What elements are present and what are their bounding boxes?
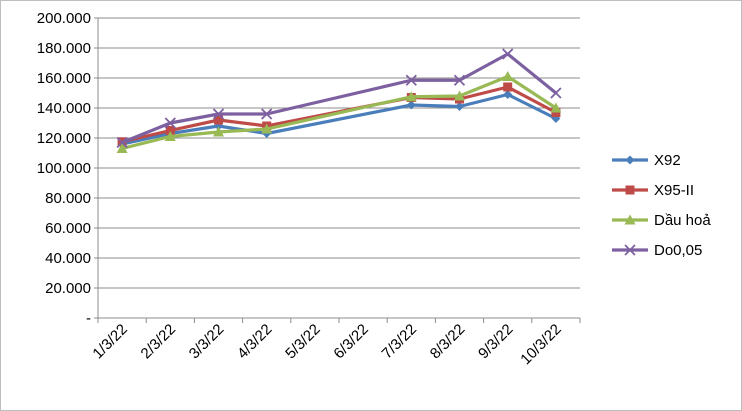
y-tick-label: 200.000 <box>37 10 91 27</box>
data-point <box>213 126 224 137</box>
data-point <box>405 74 417 86</box>
data-point <box>453 74 466 86</box>
data-point <box>503 90 513 99</box>
y-tick-label: 160.000 <box>37 70 91 87</box>
x-tick-label: 2/3/22 <box>138 321 180 363</box>
legend-label-3: Do0,05 <box>654 242 702 259</box>
data-point <box>502 71 514 81</box>
x-tick-label: 10/3/22 <box>517 321 564 368</box>
data-point <box>454 90 465 101</box>
y-tick-label: 40.000 <box>45 250 91 267</box>
data-point <box>116 136 128 149</box>
series-line-2 <box>121 74 557 151</box>
x-tick-label: 6/3/22 <box>330 321 372 363</box>
x-tick-label: 7/3/22 <box>379 321 421 363</box>
series-line-3 <box>121 52 557 144</box>
legend-label-0: X92 <box>654 152 681 169</box>
data-point <box>502 48 514 60</box>
series-line-0 <box>121 92 557 146</box>
data-point <box>261 108 273 120</box>
legend-label-1: X95-II <box>654 182 694 199</box>
data-point <box>405 91 417 102</box>
data-point <box>116 143 128 153</box>
x-tick-label: 5/3/22 <box>282 321 324 363</box>
data-point <box>455 102 464 111</box>
y-tick-label: - <box>86 310 91 327</box>
x-tick-label: 4/3/22 <box>234 321 276 363</box>
data-point <box>164 131 176 141</box>
legend-label-2: Dầu hoả <box>654 212 711 229</box>
data-point <box>212 108 225 120</box>
x-tick-label: 8/3/22 <box>427 321 469 363</box>
data-point <box>550 102 562 113</box>
y-tick-label: 80.000 <box>45 190 91 207</box>
data-point <box>164 117 176 129</box>
x-tick-label: 9/3/22 <box>475 321 517 363</box>
x-tick-label: 3/3/22 <box>186 321 228 363</box>
legend-marker-2 <box>624 214 636 225</box>
legend-marker-1 <box>625 185 635 195</box>
data-point <box>406 100 416 110</box>
y-tick-label: 60.000 <box>45 220 91 237</box>
y-tick-label: 100.000 <box>37 160 91 177</box>
x-tick-label: 1/3/22 <box>89 321 131 363</box>
data-point <box>261 123 273 134</box>
legend-marker-3 <box>624 244 636 256</box>
data-point <box>214 115 223 125</box>
y-tick-label: 120.000 <box>37 130 91 147</box>
y-tick-label: 180.000 <box>37 40 91 57</box>
y-tick-label: 140.000 <box>37 100 91 117</box>
data-point <box>165 126 175 135</box>
data-point <box>503 82 513 92</box>
data-point <box>550 87 562 99</box>
legend-marker-0 <box>625 155 635 165</box>
y-tick-label: 20.000 <box>45 280 91 297</box>
